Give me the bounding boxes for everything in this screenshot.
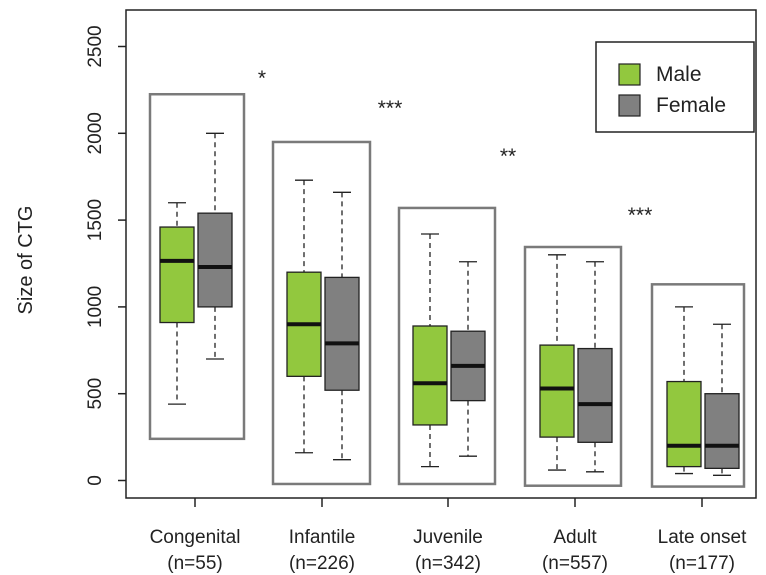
box-iqr [197,212,233,308]
box-iqr [704,393,740,469]
legend-label-male: Male [656,63,702,86]
group-frame-5 [650,283,746,488]
box-iqr [324,276,360,391]
category-label: Congenital [150,527,241,548]
category-n-label: (n=55) [167,553,222,574]
box-iqr [159,226,195,324]
y-axis: 0 500 1000 1500 2000 2500 [85,25,126,486]
box-male-1 [159,202,195,405]
box-iqr [539,344,575,438]
legend-frame [595,41,755,133]
legend-swatch-male [618,63,641,86]
box-iqr [577,347,613,443]
y-tick-label: 0 [85,475,106,486]
y-tick-label: 1500 [85,199,106,241]
x-axis: Congenital (n=55) Infantile (n=226) Juvenile… [150,498,747,574]
category-n-label: (n=177) [669,553,735,574]
y-tick-label: 500 [85,378,106,410]
y-tick-label: 1000 [85,286,106,328]
box-iqr [666,380,702,468]
significance-marker: ** [500,145,516,168]
plot-frame [125,9,757,499]
y-tick-label: 2000 [85,112,106,154]
y-axis-label: Size of CTG [15,206,37,315]
box-female-3 [450,261,486,457]
box-female-5 [704,323,740,476]
significance-marker: *** [378,97,403,120]
plot-area-frame [125,9,757,499]
group-frame-1 [148,92,246,441]
box-male-2 [286,179,322,454]
legend-label-female: Female [656,94,726,117]
category-n-label: (n=226) [289,553,355,574]
category-n-label: (n=557) [542,553,608,574]
category-label: Juvenile [413,527,483,548]
significance-marker: *** [628,204,653,227]
significance-marker: * [258,67,266,90]
y-tick-label: 2500 [85,25,106,67]
legend-swatch-female [618,94,641,117]
category-label: Late onset [658,527,747,548]
box-female-1 [197,132,233,360]
box-male-4 [539,254,575,471]
box-female-2 [324,191,360,461]
significance-markers: ********* [258,67,652,227]
box-male-5 [666,306,702,475]
category-n-label: (n=342) [415,553,481,574]
box-iqr [412,325,448,426]
legend: Male Female [595,41,755,133]
box-male-3 [412,233,448,468]
group-frame-2 [271,140,372,486]
category-label: Infantile [289,527,356,548]
boxes [159,132,740,476]
group-frame-3 [397,206,497,486]
group-frame-4 [523,245,623,487]
group-frames [148,92,746,488]
category-label: Adult [553,527,597,548]
box-female-4 [577,261,613,473]
